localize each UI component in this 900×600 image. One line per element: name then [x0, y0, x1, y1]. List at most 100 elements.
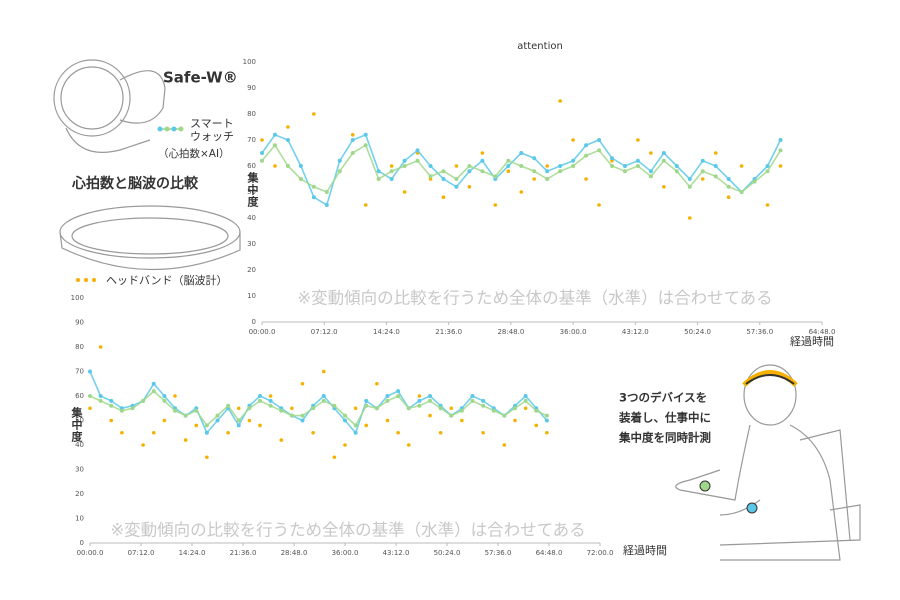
data-point: [205, 455, 209, 460]
data-point: [215, 413, 220, 418]
data-point: [502, 443, 507, 447]
y-tick-label: 50: [75, 417, 84, 425]
data-point: [502, 413, 507, 418]
data-point: [467, 169, 472, 174]
x-axis-label: 経過時間: [790, 335, 834, 348]
x-tick-label: 57:36.0: [485, 549, 512, 557]
data-point: [350, 138, 355, 142]
data-point: [247, 406, 252, 411]
data-point: [519, 190, 524, 194]
data-point: [98, 398, 103, 403]
y-axis-label: 集中度: [246, 171, 260, 208]
y-tick-label: 0: [80, 539, 84, 547]
data-point: [674, 164, 679, 168]
data-point: [635, 164, 640, 168]
legend-watch-dots: [157, 126, 184, 132]
data-point: [402, 190, 407, 194]
data-point: [428, 398, 432, 403]
x-tick-label: 14:24.0: [179, 549, 206, 557]
data-point: [272, 132, 277, 137]
data-point: [98, 345, 103, 349]
data-point: [480, 151, 485, 155]
data-point: [438, 406, 443, 411]
data-point: [523, 394, 528, 398]
data-point: [622, 169, 627, 174]
data-point: [260, 158, 264, 163]
data-point: [648, 169, 653, 174]
data-point: [523, 406, 528, 411]
data-point: [141, 398, 146, 403]
data-point: [513, 406, 517, 411]
annotation: ※変動傾向の比較を行うため全体の基準（水準）は合わせてある: [110, 521, 585, 540]
y-tick-label: 0: [252, 318, 256, 326]
data-point: [375, 381, 379, 386]
data-point: [236, 423, 241, 428]
data-point: [406, 443, 411, 447]
caption: 3つのデバイスを: [619, 391, 707, 405]
y-tick-label: 70: [75, 368, 84, 376]
data-point: [311, 430, 315, 435]
data-point: [311, 406, 316, 411]
data-point: [584, 177, 588, 181]
data-point: [610, 164, 614, 168]
y-tick-label: 10: [75, 515, 84, 523]
data-point: [481, 403, 486, 408]
data-point: [406, 406, 411, 411]
data-point: [481, 430, 485, 435]
data-point: [268, 403, 273, 408]
data-point: [321, 398, 326, 403]
data-point: [324, 190, 329, 194]
data-point: [532, 156, 537, 161]
data-point: [385, 398, 390, 403]
data-point: [289, 413, 294, 418]
data-point: [151, 430, 156, 435]
data-point: [343, 443, 347, 447]
data-point: [506, 158, 511, 163]
data-point: [162, 418, 167, 423]
data-point: [558, 99, 562, 103]
data-point: [597, 148, 602, 153]
data-point: [311, 195, 316, 200]
data-point: [441, 169, 446, 174]
data-point: [389, 177, 394, 181]
data-point: [162, 394, 167, 398]
x-tick-label: 21:36.0: [230, 549, 257, 557]
data-point: [649, 151, 653, 155]
data-point: [343, 418, 347, 423]
data-point: [88, 369, 92, 374]
x-tick-label: 64:48.0: [536, 549, 563, 557]
watch-name: Safe-W®: [163, 69, 238, 87]
data-point: [363, 143, 368, 148]
data-point: [130, 406, 135, 411]
y-axis-label: 集中度: [70, 406, 84, 443]
data-point: [353, 423, 358, 428]
data-point: [273, 164, 277, 168]
data-point: [98, 394, 103, 398]
data-point: [353, 430, 358, 435]
data-point: [765, 164, 770, 168]
data-point: [402, 158, 407, 163]
x-tick-label: 57:36.0: [746, 328, 773, 336]
data-point: [506, 169, 511, 173]
data-point: [467, 164, 472, 168]
data-point: [204, 423, 209, 428]
data-point: [700, 158, 705, 163]
data-point: [173, 394, 177, 398]
data-point: [194, 408, 199, 413]
data-point: [558, 164, 563, 168]
data-point: [109, 418, 114, 423]
data-point: [545, 164, 549, 168]
data-point: [141, 443, 145, 447]
data-point: [597, 203, 601, 207]
x-tick-label: 07:12.0: [311, 328, 338, 336]
x-tick-label: 36:00.0: [560, 328, 587, 336]
data-point: [687, 216, 692, 220]
data-point: [713, 151, 718, 155]
y-tick-label: 80: [247, 110, 256, 118]
data-point: [385, 418, 390, 423]
y-tick-label: 100: [71, 294, 84, 302]
data-point: [648, 174, 653, 179]
data-point: [441, 177, 446, 181]
x-tick-label: 36:00.0: [332, 549, 359, 557]
series: [88, 345, 549, 460]
